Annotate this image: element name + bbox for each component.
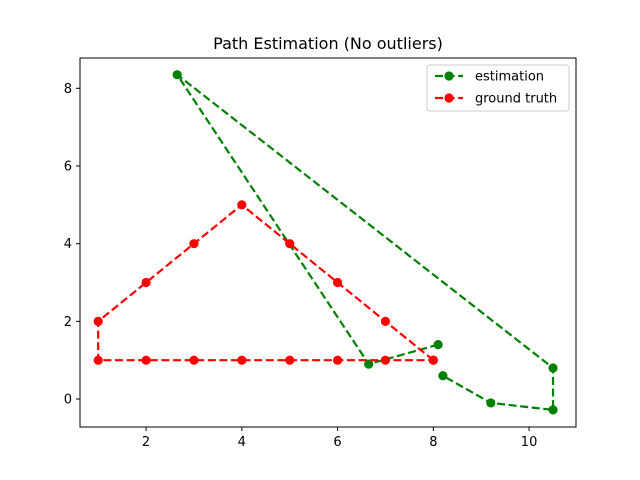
legend-label-ground-truth: ground truth	[475, 92, 557, 107]
axes-frame	[79, 57, 577, 428]
point-ground-truth	[141, 355, 151, 365]
point-ground-truth	[189, 355, 199, 365]
x-tick-label: 10	[521, 435, 538, 450]
series-line-ground-truth	[97, 203, 435, 362]
axes: 2 4 6 8 10 0 2 4 6 8	[64, 57, 577, 450]
legend-label-estimation: estimation	[475, 70, 544, 85]
x-tick-label: 4	[238, 435, 246, 450]
point-ground-truth	[237, 200, 247, 210]
point-ground-truth	[285, 239, 295, 249]
legend-marker-ground-truth	[444, 93, 454, 103]
point-ground-truth	[380, 316, 391, 326]
point-ground-truth	[93, 316, 103, 326]
point-ground-truth	[332, 277, 343, 288]
series-estimation	[172, 70, 558, 415]
legend-marker-estimation	[444, 71, 454, 81]
point-ground-truth	[237, 355, 247, 365]
series-ground-truth	[93, 200, 438, 365]
point-estimation	[548, 405, 558, 415]
y-tick-label: 8	[64, 82, 72, 97]
legend-item-estimation: estimation	[435, 70, 544, 85]
plot-area	[93, 70, 558, 415]
point-estimation	[438, 371, 448, 381]
point-ground-truth	[332, 355, 343, 365]
point-estimation	[433, 340, 443, 350]
legend-item-ground-truth: ground truth	[435, 92, 557, 107]
legend: estimation ground truth	[426, 64, 570, 112]
point-ground-truth	[285, 355, 295, 365]
x-tick-label: 6	[333, 435, 341, 450]
y-tick-label: 2	[64, 315, 72, 330]
y-tick-label: 0	[64, 393, 72, 408]
point-estimation	[172, 70, 182, 80]
point-ground-truth	[380, 355, 391, 365]
point-ground-truth	[93, 355, 103, 365]
point-estimation	[364, 359, 374, 369]
y-tick-label: 6	[64, 159, 72, 174]
chart-title: Path Estimation (No outliers)	[213, 34, 443, 53]
point-ground-truth	[141, 277, 151, 288]
point-estimation	[548, 363, 558, 373]
point-ground-truth	[428, 355, 438, 365]
x-tick-label: 8	[429, 435, 437, 450]
point-estimation	[486, 398, 496, 408]
x-tick-label: 2	[142, 435, 150, 450]
y-tick-label: 4	[64, 237, 72, 252]
point-ground-truth	[189, 239, 199, 249]
